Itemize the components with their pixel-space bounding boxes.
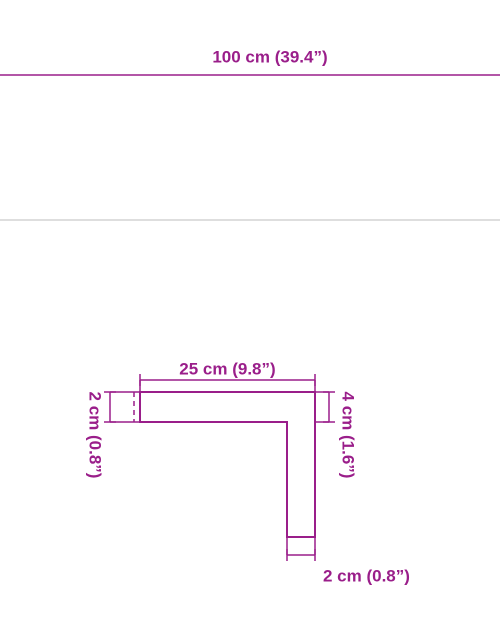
dim-2cm-left: 2 cm (0.8”)	[86, 392, 105, 479]
dim-100cm: 100 cm (39.4”)	[212, 47, 327, 66]
dimension-diagram: 100 cm (39.4”) 25 cm (9.8”) 4 cm (1.6”) 2 c…	[0, 0, 500, 641]
dim-25cm: 25 cm (9.8”)	[179, 359, 275, 378]
dim-4cm: 4 cm (1.6”)	[339, 392, 358, 479]
profile-outline	[140, 392, 315, 537]
profile-section: 25 cm (9.8”) 4 cm (1.6”) 2 cm (0.8”) 2 cm (…	[86, 359, 410, 585]
dim-2cm-bottom: 2 cm (0.8”)	[323, 566, 410, 585]
